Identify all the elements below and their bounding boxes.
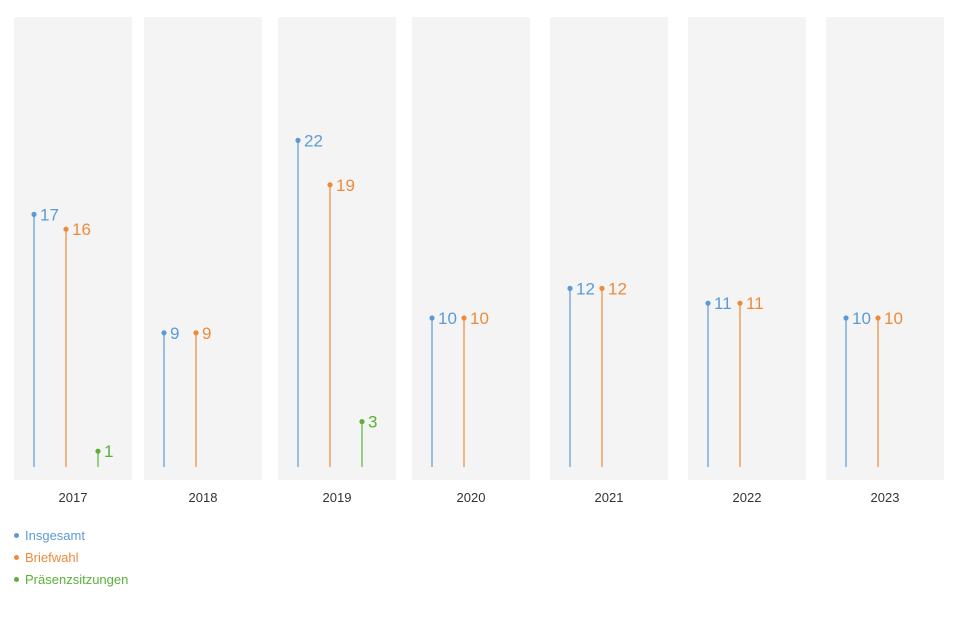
value-label-briefwahl-2022: 11 <box>746 294 764 313</box>
value-label-insgesamt-2020: 10 <box>438 309 457 328</box>
value-label-insgesamt-2022: 11 <box>714 294 732 313</box>
value-label-briefwahl-2018: 9 <box>202 324 211 343</box>
legend-label: Insgesamt <box>25 527 85 543</box>
value-label-briefwahl-2017: 16 <box>72 220 91 239</box>
panel-background <box>826 17 944 480</box>
point-insgesamt-2018 <box>161 330 167 336</box>
value-label-briefwahl-2019: 19 <box>336 176 355 195</box>
legend-label: Briefwahl <box>25 549 79 565</box>
panel-background <box>550 17 668 480</box>
value-label-pr-senzsitzungen-2019: 3 <box>368 413 377 432</box>
value-label-briefwahl-2021: 12 <box>608 279 627 298</box>
legend-item-pr-senzsitzungen: Präsenzsitzungen <box>12 568 128 590</box>
legend-label: Präsenzsitzungen <box>25 571 129 587</box>
value-label-briefwahl-2020: 10 <box>470 309 489 328</box>
value-label-pr-senzsitzungen-2017: 1 <box>104 442 113 461</box>
year-panel-2018: 9 9 2018 <box>144 17 262 505</box>
legend-dot-icon <box>14 532 19 538</box>
value-label-briefwahl-2023: 10 <box>884 309 903 328</box>
legend-dot-icon <box>14 576 19 582</box>
year-label-2022: 2022 <box>733 490 762 505</box>
value-label-insgesamt-2023: 10 <box>852 309 871 328</box>
value-label-insgesamt-2019: 22 <box>304 131 323 150</box>
point-briefwahl-2021 <box>599 285 605 291</box>
point-briefwahl-2017 <box>63 226 69 232</box>
year-panel-2019: 22 19 3 2019 <box>278 17 396 505</box>
value-label-insgesamt-2021: 12 <box>576 279 595 298</box>
point-briefwahl-2019 <box>327 182 333 188</box>
point-briefwahl-2022 <box>737 300 743 306</box>
year-label-2019: 2019 <box>323 490 352 505</box>
legend-item-insgesamt: Insgesamt <box>12 524 128 546</box>
year-label-2018: 2018 <box>189 490 218 505</box>
year-panel-2020: 10 10 2020 <box>412 17 530 505</box>
value-label-insgesamt-2017: 17 <box>40 205 59 224</box>
year-panel-2023: 10 10 2023 <box>826 17 944 505</box>
legend: Insgesamt Briefwahl Präsenzsitzungen <box>12 524 128 590</box>
panel-background <box>14 17 132 480</box>
year-panel-2022: 11 11 2022 <box>688 17 806 505</box>
point-briefwahl-2018 <box>193 330 199 336</box>
point-insgesamt-2022 <box>705 300 711 306</box>
point-insgesamt-2020 <box>429 315 435 321</box>
point-insgesamt-2019 <box>295 137 301 143</box>
year-label-2023: 2023 <box>871 490 900 505</box>
year-label-2021: 2021 <box>595 490 624 505</box>
point-briefwahl-2020 <box>461 315 467 321</box>
legend-item-briefwahl: Briefwahl <box>12 546 128 568</box>
year-panel-2017: 17 16 1 2017 <box>14 17 132 505</box>
value-label-insgesamt-2018: 9 <box>170 324 179 343</box>
panel-background <box>688 17 806 480</box>
point-insgesamt-2021 <box>567 285 573 291</box>
point-pr-senzsitzungen-2019 <box>359 419 365 425</box>
panel-background <box>278 17 396 480</box>
point-insgesamt-2023 <box>843 315 849 321</box>
point-insgesamt-2017 <box>31 211 37 217</box>
year-label-2020: 2020 <box>457 490 486 505</box>
legend-dot-icon <box>14 554 19 560</box>
point-briefwahl-2023 <box>875 315 881 321</box>
panel-background <box>412 17 530 480</box>
year-label-2017: 2017 <box>59 490 88 505</box>
year-panel-2021: 12 12 2021 <box>550 17 668 505</box>
point-pr-senzsitzungen-2017 <box>95 448 101 454</box>
panel-background <box>144 17 262 480</box>
